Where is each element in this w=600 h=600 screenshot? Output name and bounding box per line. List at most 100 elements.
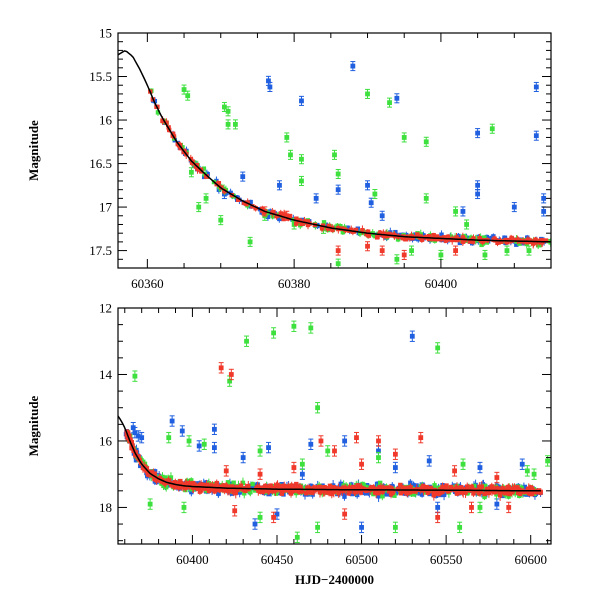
data-point-red	[297, 218, 303, 223]
data-point-blue	[277, 182, 282, 188]
data-point-red	[385, 233, 390, 239]
data-point-red	[477, 237, 483, 242]
data-point-blue	[376, 448, 381, 454]
data-point-red	[486, 490, 492, 495]
data-point-blue	[484, 234, 490, 240]
series-green	[124, 320, 551, 544]
data-point-red	[400, 485, 405, 490]
data-point-red	[204, 174, 209, 179]
y-tick-label: 15.5	[89, 69, 112, 84]
data-point-red	[274, 213, 279, 219]
data-point-blue	[502, 235, 507, 240]
data-point-green	[482, 252, 488, 258]
data-point-red	[326, 223, 332, 229]
data-point-blue	[350, 63, 356, 69]
data-point-blue	[212, 445, 217, 451]
series-blue	[150, 61, 547, 247]
data-point-red	[459, 485, 464, 490]
data-point-red	[401, 252, 407, 258]
data-point-red	[524, 239, 529, 245]
data-point-red	[275, 482, 280, 488]
y-tick-label: 16	[99, 433, 113, 448]
data-point-red	[379, 248, 385, 253]
data-point-red	[450, 237, 455, 243]
data-point-red	[502, 489, 507, 495]
data-point-red	[305, 485, 310, 491]
data-point-red	[194, 162, 200, 168]
data-point-green	[225, 108, 231, 114]
data-point-blue	[514, 242, 519, 247]
data-point-red	[190, 480, 196, 486]
data-point-green	[284, 135, 290, 140]
data-point-green	[218, 217, 224, 223]
data-point-green	[489, 126, 495, 132]
data-point-red	[278, 211, 283, 216]
x-tick-label: 60380	[278, 276, 311, 291]
data-point-blue	[212, 426, 217, 432]
data-point-red	[153, 477, 158, 482]
data-point-red	[178, 145, 183, 151]
y-tick-label: 12	[99, 301, 112, 316]
data-point-red	[479, 484, 485, 489]
data-point-blue	[441, 492, 447, 498]
data-point-red	[284, 485, 289, 491]
data-point-blue	[134, 447, 139, 453]
data-point-blue	[379, 213, 385, 219]
data-point-red	[469, 505, 474, 510]
x-tick-label: 60400	[425, 276, 458, 291]
data-point-blue	[541, 195, 547, 201]
data-point-red	[529, 487, 534, 493]
data-point-red	[515, 485, 520, 490]
data-point-green	[409, 248, 414, 253]
data-point-green	[357, 230, 363, 236]
data-point-red	[443, 238, 449, 243]
data-point-blue	[365, 182, 370, 188]
data-point-blue	[393, 229, 398, 235]
data-point-green	[457, 524, 463, 530]
data-point-blue	[237, 490, 242, 495]
data-point-blue	[533, 133, 539, 139]
data-point-red	[224, 484, 230, 489]
data-point-red	[268, 483, 273, 489]
data-point-green	[418, 484, 424, 489]
data-point-red	[291, 465, 297, 470]
data-point-red	[296, 488, 302, 494]
data-point-green	[315, 405, 320, 411]
data-point-blue	[266, 445, 271, 451]
data-point-red	[271, 515, 277, 520]
data-point-green	[147, 501, 153, 507]
data-point-blue	[342, 494, 347, 499]
plot-area	[118, 320, 551, 544]
data-point-blue	[354, 492, 360, 498]
data-point-red	[325, 485, 331, 491]
data-point-red	[204, 482, 209, 488]
data-point-green	[257, 448, 263, 454]
data-point-green	[531, 471, 537, 477]
data-point-green	[242, 491, 247, 496]
data-point-red	[445, 234, 451, 240]
data-point-blue	[350, 491, 355, 497]
data-point-green	[545, 458, 551, 464]
data-point-red	[452, 486, 458, 492]
data-point-blue	[240, 174, 246, 180]
data-point-red	[380, 489, 385, 495]
data-point-red	[244, 201, 249, 207]
data-point-green	[484, 240, 490, 245]
data-point-green	[257, 515, 263, 520]
data-point-green	[164, 485, 169, 490]
data-point-red	[492, 486, 497, 491]
data-point-red	[506, 484, 511, 490]
data-point-blue	[494, 501, 500, 507]
data-point-red	[506, 505, 512, 510]
data-point-blue	[248, 199, 253, 205]
data-point-red	[284, 213, 290, 219]
data-point-blue	[541, 209, 547, 214]
data-point-green	[247, 239, 253, 245]
data-point-red	[408, 485, 413, 490]
data-point-red	[327, 483, 333, 489]
data-point-red	[440, 484, 445, 490]
data-point-green	[291, 323, 297, 329]
x-tick-label: 60360	[131, 276, 164, 291]
data-point-red	[461, 238, 466, 243]
data-point-red	[453, 248, 458, 253]
